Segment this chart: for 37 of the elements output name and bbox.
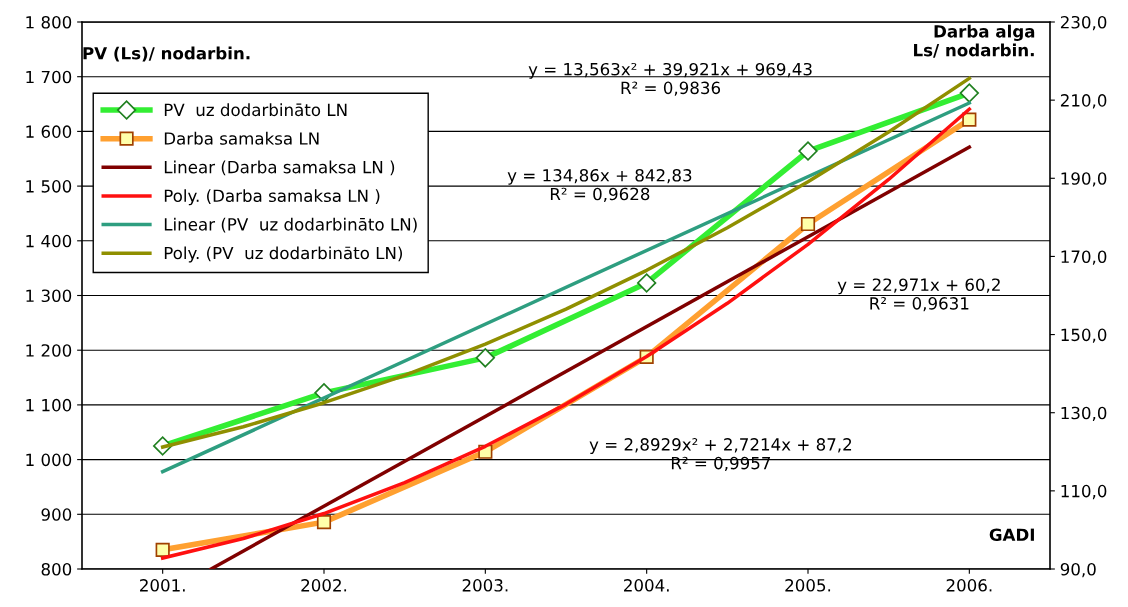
y-axis-title: PV (Ls)/ nodarbin. (83, 46, 250, 62)
x-tick-label: 2005. (785, 579, 831, 592)
y-tick-label: 1 100 (26, 398, 72, 412)
y-tick-label: 1 300 (26, 289, 72, 303)
y2-tick-label: 90,0 (1060, 562, 1096, 578)
x-tick-label: 2001. (140, 579, 185, 592)
y-tick-label: 900 (41, 508, 72, 521)
y2-tick-label: 150,0 (1061, 328, 1107, 343)
x-tick-label: 2004. (624, 579, 669, 592)
y2-tick-label: 170,0 (1061, 250, 1107, 265)
y-tick-label: 1 700 (26, 70, 72, 84)
y-tick-label: 1 200 (26, 344, 72, 357)
y-tick-label: 800 (41, 562, 72, 576)
legend-label: Linear (PV uz dodarbināto LN) (164, 217, 417, 233)
y2-tick-label: 110,0 (1061, 484, 1107, 500)
legend-label: Linear (Darba samaksa LN ) (164, 160, 395, 176)
y2-tick-label: 190,0 (1061, 172, 1107, 187)
x-tick-label: 2006. (946, 579, 992, 592)
legend-label: Darba samaksa LN (164, 131, 319, 145)
y2-tick-label: 230,0 (1060, 15, 1107, 31)
y-tick-label: 1 000 (26, 453, 72, 467)
x-axis-title: GADI (989, 528, 1034, 542)
legend-label: Poly. (PV uz dodarbināto LN) (164, 246, 403, 263)
x-tick-label: 2003. (462, 579, 508, 592)
annotation: y = 22,971x + 60,2 R² = 0,9631 (837, 278, 1000, 312)
y-tick-label: 1 500 (26, 180, 72, 193)
annotation: y = 13,563x² + 39,921x + 969,43 R² = 0,9836 (528, 62, 812, 96)
y2-axis-title: Darba alga Ls/ nodarbin. (914, 24, 1035, 58)
legend-label: Poly. (Darba samaksa LN ) (164, 189, 380, 206)
y-tick-label: 1 400 (26, 234, 72, 248)
annotation: y = 134,86x + 842,83 R² = 0,9628 (507, 169, 692, 202)
y2-tick-label: 130,0 (1061, 406, 1107, 421)
y-tick-label: 1 800 (26, 15, 72, 29)
y2-tick-label: 210,0 (1060, 94, 1107, 109)
y-tick-label: 1 600 (26, 125, 72, 138)
x-tick-label: 2002. (301, 579, 347, 592)
legend-label: PV uz dodarbināto LN (164, 103, 347, 117)
